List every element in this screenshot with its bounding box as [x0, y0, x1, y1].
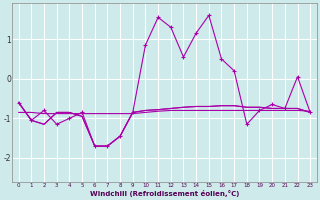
X-axis label: Windchill (Refroidissement éolien,°C): Windchill (Refroidissement éolien,°C) — [90, 190, 239, 197]
